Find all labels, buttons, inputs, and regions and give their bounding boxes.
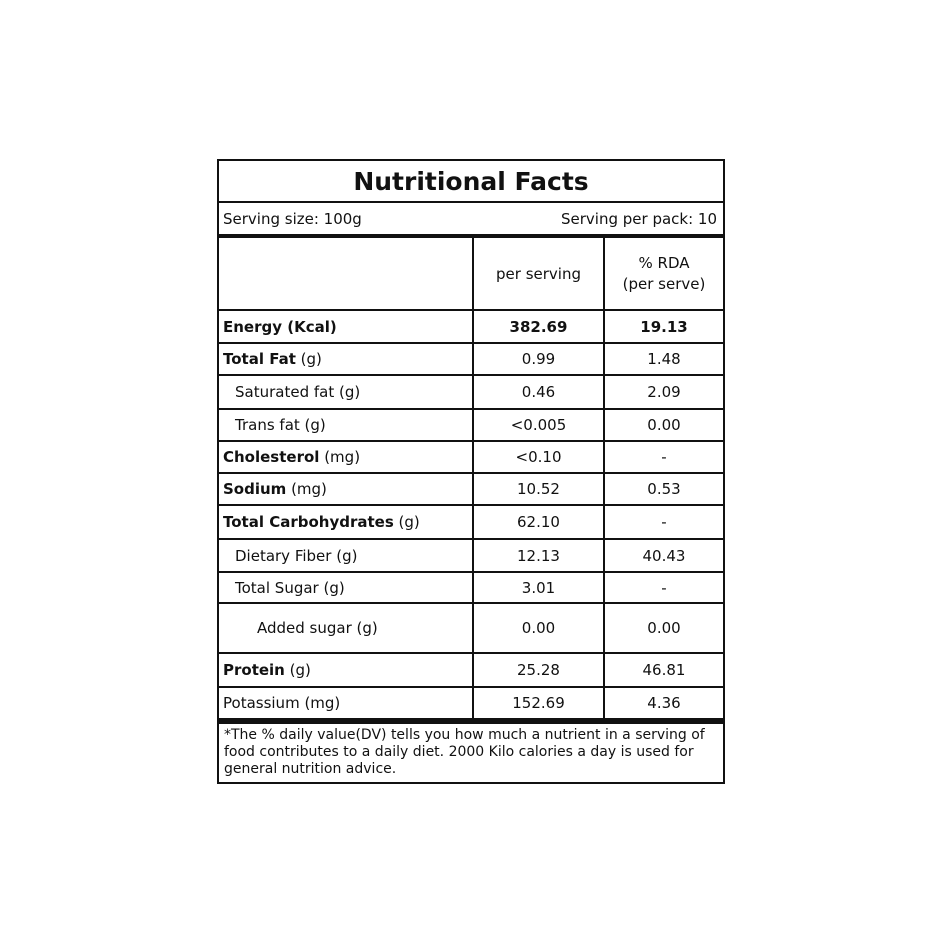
per-serving-value: 25.28	[472, 652, 605, 688]
rda-value: 1.48	[603, 342, 723, 376]
nutrient-label: Energy (Kcal)	[219, 309, 474, 344]
rda-value: 40.43	[603, 538, 723, 573]
nutrient-name-bold: Sodium	[223, 480, 287, 498]
table-row: Sodium (mg) 10.52 0.53	[219, 472, 723, 506]
per-serving-value: 0.00	[472, 602, 605, 654]
per-serving-value: 152.69	[472, 686, 605, 720]
rda-value: -	[603, 571, 723, 604]
header-rda: % RDA (per serve)	[603, 238, 723, 311]
table-row: Cholesterol (mg) <0.10 -	[219, 440, 723, 474]
header-per-serving: per serving	[472, 238, 605, 311]
nutrient-label: Cholesterol (mg)	[219, 440, 474, 474]
nutrition-facts-panel: Nutritional Facts Serving size: 100g Ser…	[217, 159, 725, 784]
table-row: Protein (g) 25.28 46.81	[219, 652, 723, 688]
nutrient-label: Saturated fat (g)	[219, 374, 474, 410]
per-serving-value: 10.52	[472, 472, 605, 506]
nutrient-name-unit: Dietary Fiber (g)	[235, 546, 358, 565]
table-header-row: per serving % RDA (per serve)	[219, 238, 723, 311]
per-serving-value: 0.46	[472, 374, 605, 410]
nutrient-label: Total Fat (g)	[219, 342, 474, 376]
table-row: Added sugar (g) 0.00 0.00	[219, 602, 723, 654]
rda-value: 0.53	[603, 472, 723, 506]
nutrient-name-unit: (mg)	[319, 448, 361, 466]
nutrient-name-unit: Saturated fat (g)	[235, 383, 361, 401]
per-serving-value: 62.10	[472, 504, 605, 540]
table-row: Energy (Kcal) 382.69 19.13	[219, 309, 723, 344]
rda-value: 4.36	[603, 686, 723, 720]
serving-size: Serving size: 100g	[223, 209, 362, 228]
table-row: Total Sugar (g) 3.01 -	[219, 571, 723, 604]
nutrient-name-unit: (g)	[295, 350, 322, 368]
footnote: *The % daily value(DV) tells you how muc…	[219, 720, 723, 782]
rda-value: 46.81	[603, 652, 723, 688]
nutrient-label: Dietary Fiber (g)	[219, 538, 474, 573]
header-blank-cell	[219, 238, 474, 311]
table-row: Saturated fat (g) 0.46 2.09	[219, 374, 723, 410]
rda-value: 2.09	[603, 374, 723, 410]
rda-value: -	[603, 440, 723, 474]
nutrient-name-unit: (mg)	[286, 480, 327, 498]
per-serving-value: <0.005	[472, 408, 605, 442]
per-serving-value: 0.99	[472, 342, 605, 376]
header-rda-line1: % RDA	[638, 254, 690, 272]
nutrient-name-bold: Protein	[223, 661, 285, 679]
table-row: Total Carbohydrates (g) 62.10 -	[219, 504, 723, 540]
table-row: Potassium (mg) 152.69 4.36	[219, 686, 723, 720]
per-serving-value: 12.13	[472, 538, 605, 573]
nutrient-name-bold: Cholesterol	[223, 448, 320, 466]
nutrient-name-bold: Total Carbohydrates	[223, 513, 394, 531]
nutrient-label: Added sugar (g)	[219, 602, 474, 654]
nutrient-name-unit: Total Sugar (g)	[235, 578, 345, 597]
nutrient-label: Sodium (mg)	[219, 472, 474, 506]
rda-value: 0.00	[603, 602, 723, 654]
table-row: Trans fat (g) <0.005 0.00	[219, 408, 723, 442]
nutrient-name-unit: Potassium (mg)	[223, 694, 341, 712]
nutrient-name-unit: (g)	[284, 661, 311, 679]
nutrient-label: Total Carbohydrates (g)	[219, 504, 474, 540]
serving-per-pack: Serving per pack: 10	[561, 209, 717, 228]
header-rda-line2: (per serve)	[622, 275, 706, 293]
nutrient-label: Trans fat (g)	[219, 408, 474, 442]
per-serving-value: 3.01	[472, 571, 605, 604]
nutrient-name-unit: Added sugar (g)	[257, 619, 378, 637]
nutrient-name-bold: Energy (Kcal)	[223, 317, 337, 336]
nutrient-name-unit: (g)	[393, 513, 420, 531]
nutrition-table: per serving % RDA (per serve) Energy (Kc…	[219, 238, 723, 720]
nutrient-label: Protein (g)	[219, 652, 474, 688]
nutrient-label: Potassium (mg)	[219, 686, 474, 720]
nutrient-name-bold: Total Fat	[223, 350, 296, 368]
table-row: Total Fat (g) 0.99 1.48	[219, 342, 723, 376]
rda-value: -	[603, 504, 723, 540]
rda-value: 19.13	[603, 309, 723, 344]
per-serving-value: <0.10	[472, 440, 605, 474]
panel-title: Nutritional Facts	[219, 161, 723, 203]
per-serving-value: 382.69	[472, 309, 605, 344]
nutrient-name-unit: Trans fat (g)	[235, 416, 326, 434]
rda-value: 0.00	[603, 408, 723, 442]
nutrient-label: Total Sugar (g)	[219, 571, 474, 604]
table-row: Dietary Fiber (g) 12.13 40.43	[219, 538, 723, 573]
serving-info: Serving size: 100g Serving per pack: 10	[219, 203, 723, 238]
